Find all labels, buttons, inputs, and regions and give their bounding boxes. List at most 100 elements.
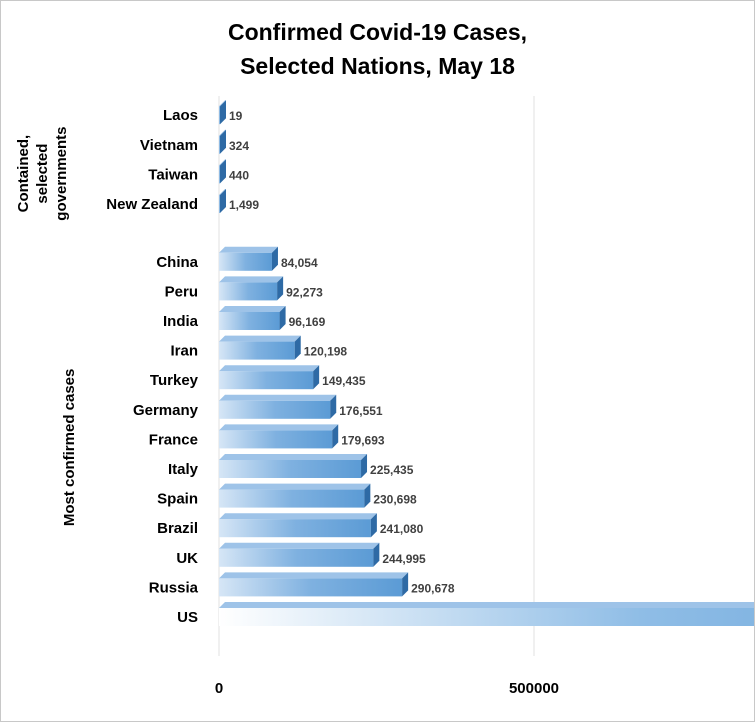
bar-top-face [219, 572, 409, 579]
x-tick-label: 0 [215, 680, 223, 697]
bar-front-face [219, 519, 371, 538]
bar-front-face [219, 489, 365, 508]
bar-front-face [219, 400, 331, 419]
category-label: New Zealand [106, 196, 198, 213]
category-label: France [149, 431, 198, 448]
category-label: Taiwan [148, 166, 198, 183]
bars [219, 100, 754, 626]
bar-front-face [219, 165, 220, 184]
category-label: China [156, 254, 198, 271]
value-label: 244,995 [382, 552, 426, 566]
bar [219, 572, 409, 597]
bar-top-face [219, 365, 320, 372]
bar-top-face [219, 454, 368, 460]
bar-top-face [219, 306, 286, 312]
group-label-most-confirmed: Most confirmed cases [61, 369, 78, 527]
bar-end-face [220, 100, 226, 125]
bar-end-face [279, 306, 286, 330]
bar [219, 542, 380, 567]
bar-front-face [219, 371, 314, 390]
bar-top-face [219, 394, 337, 401]
value-label: 1,499 [229, 198, 259, 212]
bar [219, 454, 368, 478]
bar-top-face [219, 189, 226, 195]
bar-front-face [219, 460, 362, 478]
value-label: 230,698 [373, 493, 417, 507]
bar-end-face [402, 572, 409, 597]
bar [219, 424, 339, 449]
bar-end-face [373, 542, 380, 567]
bar-front-face [219, 252, 272, 271]
value-label: 176,551 [339, 404, 383, 418]
value-label: 92,273 [286, 285, 323, 299]
value-label: 225,435 [370, 463, 414, 477]
labels: 050000010000001500000US1,486,742Russia29… [15, 107, 559, 697]
value-label: 440 [229, 168, 249, 182]
bar-end-face [330, 394, 337, 419]
category-label: Turkey [150, 372, 199, 389]
bar-top-face [219, 246, 278, 253]
chart-title-line-2: Selected Nations, May 18 [240, 53, 515, 79]
bar-front-face [219, 135, 220, 154]
category-label: Vietnam [140, 137, 198, 154]
bar-front-face [219, 282, 278, 301]
bar-end-face [294, 335, 301, 360]
bar-front-face [219, 341, 295, 360]
bar-top-face [219, 276, 284, 283]
bar [219, 100, 226, 125]
category-label: Russia [149, 579, 199, 596]
bar [219, 306, 286, 330]
bar-end-face [277, 276, 284, 301]
category-label: UK [176, 550, 198, 567]
value-label: 84,054 [281, 256, 318, 270]
bar-end-face [313, 365, 320, 390]
value-label: 96,169 [289, 315, 326, 329]
group-label-contained-line: selected [34, 144, 51, 204]
bar-top-face [219, 602, 754, 608]
bar-end-face [364, 483, 371, 508]
bar-end-face [220, 159, 226, 184]
value-label: 149,435 [322, 374, 366, 388]
category-label: Germany [133, 402, 199, 419]
x-tick-label: 500000 [509, 680, 559, 697]
bar [219, 483, 371, 508]
category-label: Spain [157, 491, 198, 508]
value-label: 241,080 [380, 522, 424, 536]
category-label: India [163, 313, 199, 330]
bar-top-face [219, 483, 371, 490]
group-label-contained-line: Contained, [15, 135, 32, 213]
bar-end-face [220, 189, 226, 213]
bar-front-face [219, 430, 333, 449]
bar-front-face [219, 578, 403, 597]
bar [219, 159, 226, 184]
category-label: Peru [165, 283, 198, 300]
bar-top-face [219, 335, 301, 342]
bar-top-face [219, 159, 226, 166]
group-label-contained-line: governments [53, 126, 70, 220]
bar [219, 365, 320, 390]
bar-top-face [219, 513, 377, 520]
bar-top-face [219, 424, 339, 431]
bar-end-face [332, 424, 339, 449]
bar [219, 394, 337, 419]
category-label: Italy [168, 461, 199, 478]
category-label: Laos [163, 107, 198, 124]
bar-top-face [219, 542, 380, 549]
bar [219, 129, 226, 154]
bar [219, 189, 226, 213]
bar [219, 276, 284, 301]
bar-end-face [220, 129, 226, 154]
bar-end-face [361, 454, 368, 478]
bar-front-face [219, 195, 220, 213]
bar [219, 246, 278, 271]
value-label: 324 [229, 139, 249, 153]
bar-top-face [219, 129, 226, 136]
chart-title-line-1: Confirmed Covid-19 Cases, [227, 19, 528, 45]
value-label: 290,678 [411, 581, 455, 595]
value-label: 19 [229, 109, 243, 123]
category-label: US [177, 609, 198, 626]
category-label: Iran [170, 343, 198, 360]
bar-end-face [271, 246, 278, 271]
